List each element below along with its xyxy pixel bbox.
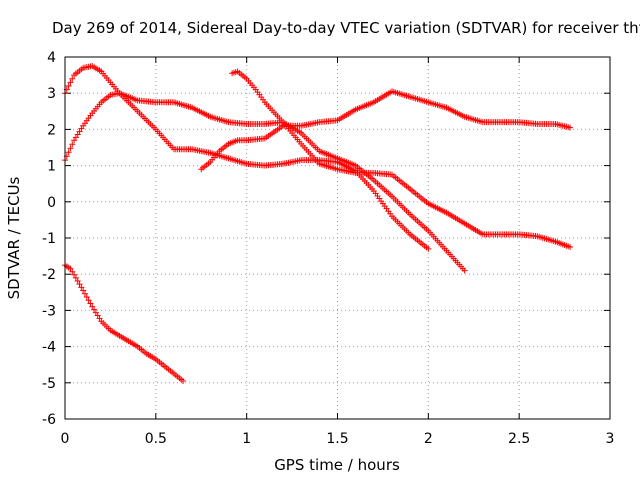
data-point [78, 284, 85, 291]
data-point [85, 297, 92, 304]
series-sat-d [229, 68, 574, 251]
y-tick-label: -1 [42, 231, 56, 247]
data-point [67, 79, 74, 86]
data-point [71, 271, 78, 278]
series-sat-a [62, 63, 432, 252]
x-tick-label: 2 [424, 431, 433, 447]
data-point [65, 82, 72, 89]
data-point [567, 244, 574, 251]
data-point [69, 141, 76, 148]
y-tick-label: 3 [47, 86, 56, 102]
data-point [74, 277, 81, 284]
x-tick-label: 3 [606, 431, 615, 447]
grid [65, 57, 610, 419]
y-tick-label: -5 [42, 376, 56, 392]
plot-frame [64, 56, 611, 420]
y-tick-label: -2 [42, 267, 56, 283]
data-point [67, 265, 74, 272]
x-tick-label: 1.5 [326, 431, 348, 447]
x-tick-label: 0.5 [145, 431, 167, 447]
data-point [65, 149, 72, 156]
y-tick-label: -6 [42, 412, 56, 428]
data-point [69, 75, 76, 82]
y-tick-labels: -6 -5 -4 -3 -2 -1 0 1 2 3 4 [42, 50, 56, 428]
x-tick-label: 0 [61, 431, 70, 447]
data-point [69, 268, 76, 275]
data-point [180, 377, 187, 384]
data-point [76, 281, 83, 288]
x-tick-label: 2.5 [508, 431, 530, 447]
x-tick-label: 1 [242, 431, 251, 447]
y-tick-label: 1 [47, 159, 56, 175]
series-sat-b [62, 90, 468, 274]
data-point [87, 300, 94, 307]
data-point [83, 294, 90, 301]
x-axis-label: GPS time / hours [274, 456, 400, 474]
y-tick-label: -3 [42, 303, 56, 319]
y-tick-label: -4 [42, 340, 56, 356]
data-point [80, 287, 87, 294]
y-tick-label: 4 [47, 50, 56, 66]
y-axis-label: SDTVAR / TECUs [5, 176, 23, 299]
y-tick-label: 0 [47, 195, 56, 211]
data-point [567, 124, 574, 131]
data-point [461, 267, 468, 274]
series-sat-c [198, 88, 574, 173]
data-point [81, 290, 88, 297]
chart-title: Day 269 of 2014, Sidereal Day-to-day VTE… [52, 19, 640, 37]
data-point [67, 145, 74, 152]
x-tick-labels: 0 0.5 1 1.5 2 2.5 3 [61, 431, 615, 447]
data-series [62, 63, 574, 384]
y-tick-label: 2 [47, 122, 56, 138]
data-point [72, 274, 79, 281]
series-sat-e [62, 262, 187, 384]
data-point [425, 245, 432, 252]
